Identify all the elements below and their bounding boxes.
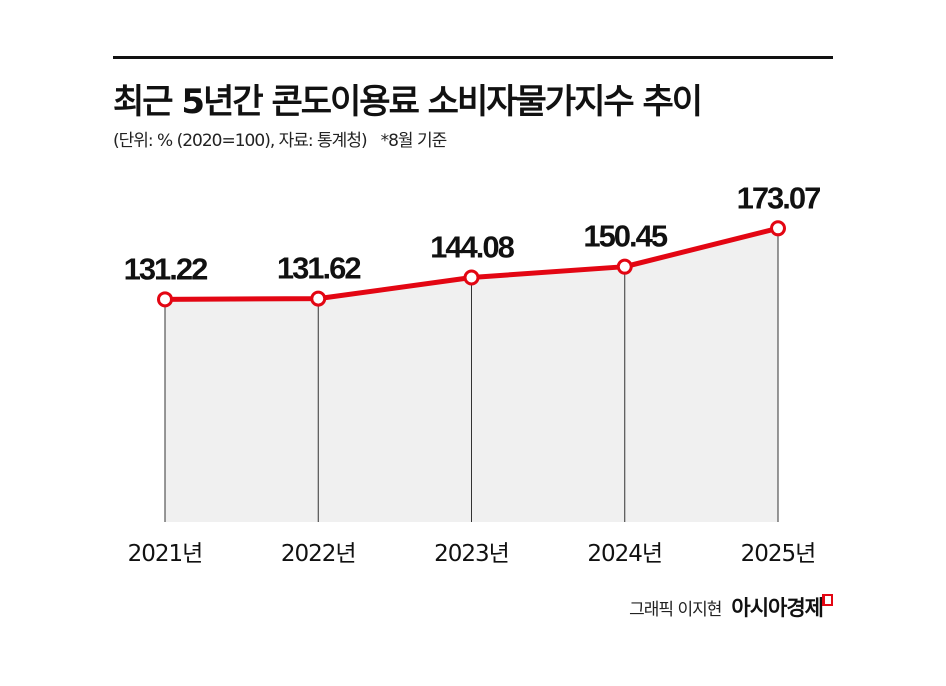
chart-subtitle: (단위: % (2020=100), 자료: 통계청) *8월 기준	[113, 126, 448, 151]
data-label: 144.08	[430, 229, 515, 264]
x-tick-label: 2024년	[587, 541, 662, 567]
graphic-credit: 그래픽 이지현	[629, 599, 722, 620]
data-label: 173.07	[737, 180, 821, 215]
top-rule	[113, 56, 833, 59]
unit-source: (단위: % (2020=100), 자료: 통계청)	[113, 131, 368, 151]
data-point	[770, 220, 786, 237]
x-tick-label: 2023년	[434, 541, 509, 567]
credit: 그래픽 이지현 아시아경제	[629, 592, 833, 622]
data-point	[157, 291, 173, 308]
data-label: 150.45	[583, 219, 668, 254]
x-tick-label: 2025년	[741, 541, 816, 567]
data-point	[310, 290, 327, 307]
data-point	[463, 269, 480, 286]
data-label: 131.22	[124, 251, 208, 286]
data-point	[616, 258, 633, 275]
chart-title: 최근 5년간 콘도이용료 소비자물가지수 추이	[113, 82, 703, 122]
x-tick-label: 2022년	[281, 541, 356, 567]
data-label: 131.62	[277, 251, 361, 286]
base-note: *8월 기준	[380, 131, 448, 151]
publisher-logo: 아시아경제	[731, 592, 833, 622]
x-tick-label: 2021년	[128, 541, 203, 567]
